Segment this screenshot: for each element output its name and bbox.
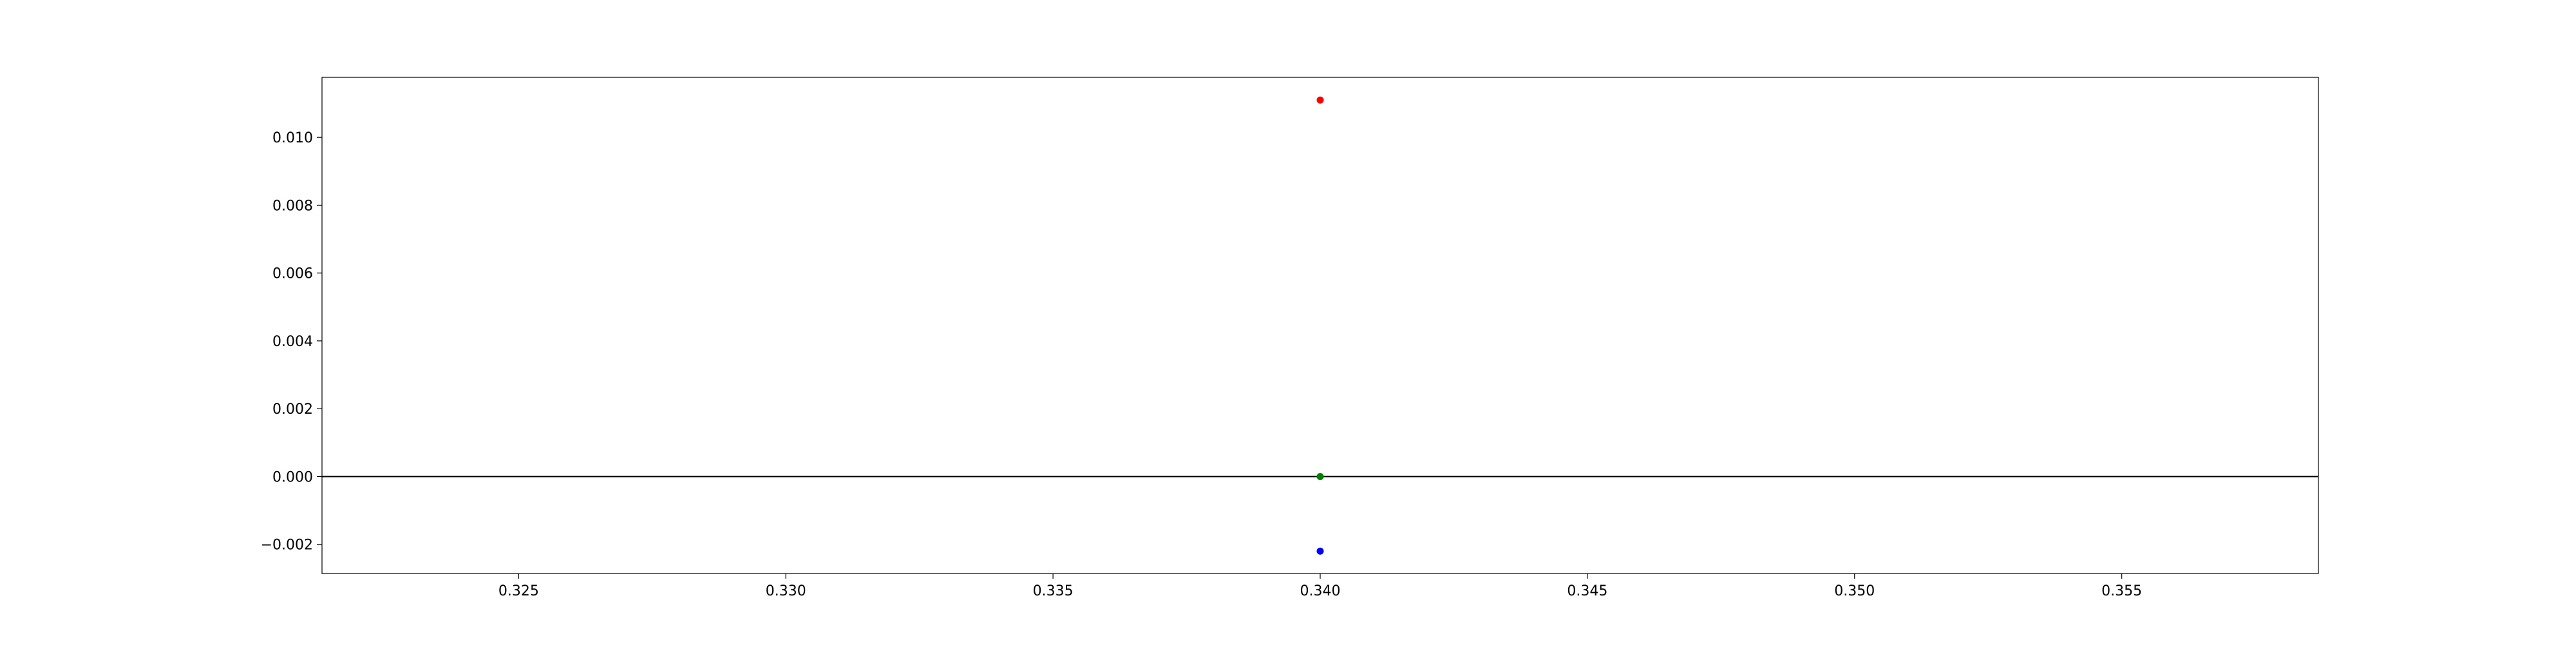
data-points: [1316, 96, 1324, 555]
data-point: [1316, 96, 1324, 104]
x-tick-label: 0.350: [1834, 583, 1875, 599]
y-tick-label: 0.004: [272, 334, 313, 350]
x-tick-label: 0.340: [1300, 583, 1341, 599]
y-tick-label: 0.000: [272, 469, 313, 485]
x-tick-label: 0.345: [1567, 583, 1607, 599]
y-tick-label: 0.008: [272, 198, 313, 214]
data-point: [1316, 472, 1324, 480]
data-point: [1316, 547, 1324, 555]
y-axis-ticks: −0.002 0.000 0.002 0.004 0.006 0.008 0.010: [261, 130, 322, 554]
y-tick-label: −0.002: [261, 537, 313, 554]
x-tick-label: 0.335: [1033, 583, 1074, 599]
x-tick-label: 0.355: [2101, 583, 2142, 599]
x-tick-label: 0.325: [498, 583, 539, 599]
x-tick-label: 0.330: [766, 583, 806, 599]
plot-frame: [321, 77, 2319, 574]
y-tick-label: 0.002: [272, 401, 313, 418]
y-tick-label: 0.010: [272, 130, 313, 146]
x-axis-ticks: 0.325 0.330 0.335 0.340 0.345 0.350 0.355: [498, 574, 2142, 599]
y-tick-label: 0.006: [272, 266, 313, 282]
